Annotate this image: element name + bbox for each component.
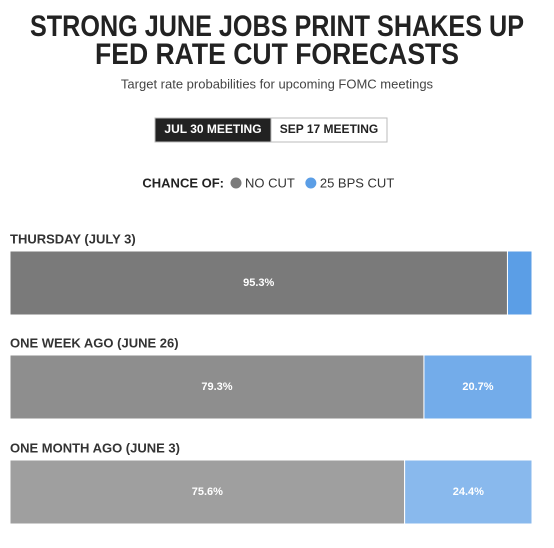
tab-label[interactable]: SEP 17 MEETING: [280, 122, 378, 136]
tab-label[interactable]: JUL 30 MEETING: [164, 122, 261, 136]
data-label: 79.3%: [201, 381, 232, 393]
bar-segment: [9, 354, 425, 420]
chart-title: FED RATE CUT FORECASTS: [95, 38, 459, 71]
bar-segment: [9, 459, 406, 525]
legend-swatch: [305, 177, 317, 189]
data-label: 95.3%: [243, 277, 274, 289]
bar-segment: [423, 354, 533, 420]
tab[interactable]: [154, 117, 272, 143]
legend-swatch: [230, 177, 242, 189]
tab[interactable]: [270, 117, 388, 143]
legend-label: 25 BPS CUT: [320, 175, 394, 190]
legend-label: NO CUT: [245, 175, 295, 190]
subtitle: Target rate probabilities for upcoming F…: [121, 76, 434, 91]
category-label: ONE WEEK AGO (JUNE 26): [10, 335, 179, 350]
category-label: THURSDAY (JULY 3): [10, 231, 136, 246]
legend-title: CHANCE OF:: [142, 175, 224, 190]
data-label: 24.4%: [453, 486, 484, 498]
data-label: 20.7%: [462, 381, 493, 393]
bar-segment: [9, 250, 508, 316]
chart-title: STRONG JUNE JOBS PRINT SHAKES UP: [30, 10, 524, 43]
category-label: ONE MONTH AGO (JUNE 3): [10, 440, 180, 455]
bar-segment: [404, 459, 533, 525]
data-label: 75.6%: [192, 486, 223, 498]
bar-segment: [506, 250, 533, 316]
